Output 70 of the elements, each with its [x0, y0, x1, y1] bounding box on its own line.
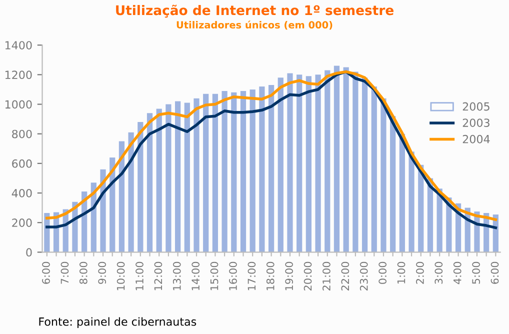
bar: [324, 70, 330, 252]
x-tick-label: 19:00: [285, 262, 294, 290]
bar: [399, 134, 405, 252]
bar: [287, 73, 293, 252]
y-tick-label: 0: [26, 248, 32, 257]
x-tick-label: 21:00: [322, 262, 330, 290]
bar: [184, 102, 190, 252]
x-tick-label: 18:00: [266, 262, 274, 290]
bar: [175, 101, 181, 252]
x-tick-label: 2:00: [416, 262, 424, 284]
bar: [240, 90, 246, 252]
x-tick-label: 9:00: [98, 262, 106, 284]
legend-label: 2005: [462, 102, 490, 111]
legend-label: 2003: [462, 118, 490, 128]
bar: [343, 67, 349, 252]
x-tick-label: 10:00: [116, 262, 125, 290]
x-tick-label: 3:00: [434, 262, 443, 284]
y-tick-label: 1400: [5, 41, 32, 50]
chart-title: Utilização de Internet no 1º semestre: [116, 4, 394, 18]
x-tick-label: 13:00: [172, 262, 181, 290]
bar: [315, 74, 321, 252]
bar: [268, 85, 274, 252]
x-tick-label: 0:00: [378, 262, 387, 284]
y-tick-label: 1200: [5, 70, 32, 80]
x-tick-label: 17:00: [248, 262, 256, 290]
bar: [380, 98, 386, 252]
x-tick-label: 20:00: [304, 262, 312, 290]
x-tick-label: 5:00: [472, 262, 480, 284]
bar: [306, 76, 312, 252]
bar: [166, 104, 172, 252]
y-tick-label: 200: [12, 218, 32, 227]
bar: [203, 94, 209, 252]
x-tick-label: 15:00: [210, 262, 218, 290]
x-tick-label: 6:00: [42, 262, 50, 284]
bar: [259, 86, 265, 252]
y-tick-label: 800: [12, 130, 32, 138]
bar: [334, 66, 340, 252]
bar: [146, 113, 153, 252]
bar: [156, 108, 162, 252]
bar: [231, 92, 237, 252]
x-tick-label: 22:00: [341, 262, 350, 290]
bar: [371, 86, 377, 252]
bar: [118, 141, 125, 252]
x-tick-label: 8:00: [79, 262, 88, 284]
bar: [390, 116, 396, 252]
y-tick-label: 600: [12, 159, 32, 168]
x-tick-label: 7:00: [60, 262, 69, 284]
bar: [212, 94, 218, 252]
x-tick-label: 23:00: [360, 262, 368, 290]
y-tick-label: 1000: [5, 100, 32, 109]
bar: [296, 74, 302, 252]
x-tick-label: 6:00: [490, 262, 499, 284]
bar: [278, 78, 284, 252]
chart-subtitle: Utilizadores únicos (em 000): [176, 20, 332, 30]
x-tick-label: 1:00: [397, 262, 406, 284]
x-tick-label: 11:00: [136, 262, 144, 290]
bar: [250, 89, 256, 252]
bar: [138, 122, 144, 252]
bar: [352, 72, 358, 252]
bar: [194, 98, 200, 252]
x-tick-label: 16:00: [229, 262, 237, 290]
x-tick-label: 12:00: [154, 262, 162, 290]
x-tick-label: 14:00: [192, 262, 200, 290]
legend-label: 2004: [462, 134, 490, 144]
bar: [222, 90, 228, 252]
x-tick-label: 4:00: [453, 262, 462, 284]
source-note: Fonte: painel de cibernautas: [39, 317, 196, 328]
y-tick-label: 400: [12, 188, 32, 198]
bar: [408, 152, 414, 252]
bar: [362, 78, 368, 252]
